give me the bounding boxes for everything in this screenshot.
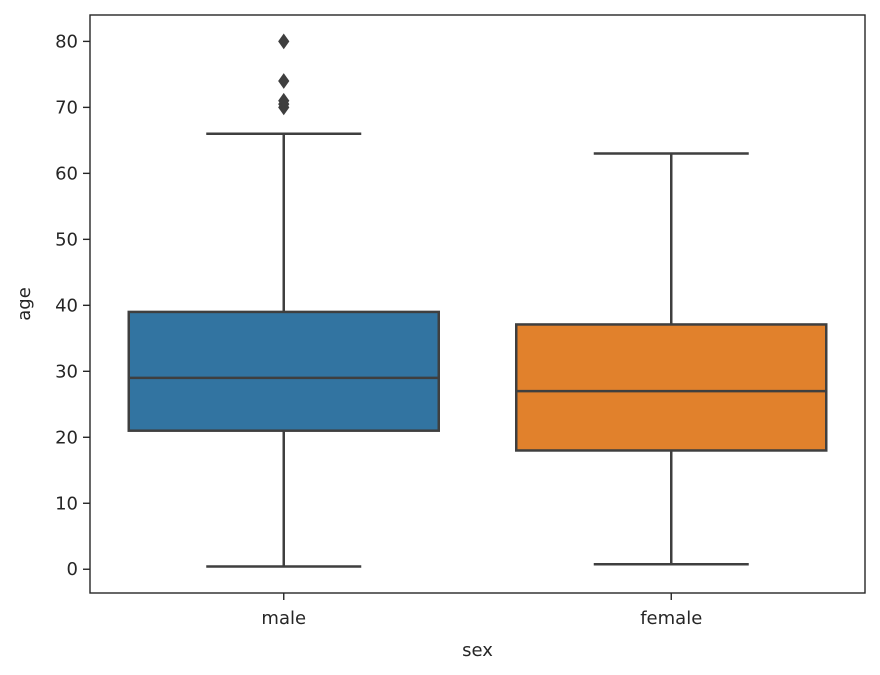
y-tick-label: 10	[55, 493, 78, 514]
y-tick-label: 40	[55, 295, 78, 316]
y-tick-label: 70	[55, 97, 78, 118]
x-axis: male female	[261, 593, 702, 629]
y-axis: 0 10 20 30 40 50 60 70 80	[55, 31, 90, 580]
y-tick-label: 0	[67, 559, 78, 580]
y-tick-label: 50	[55, 229, 78, 250]
iqr-box	[515, 323, 828, 452]
outlier-point	[278, 33, 290, 50]
y-axis-label: age	[14, 287, 35, 321]
y-tick-label: 30	[55, 361, 78, 382]
iqr-box	[127, 310, 440, 432]
box-female	[515, 152, 828, 566]
outlier-point	[278, 92, 290, 109]
box-male	[127, 33, 440, 568]
plot-frame	[89, 14, 866, 594]
x-tick-label: female	[640, 608, 702, 629]
x-axis-label: sex	[462, 640, 493, 661]
y-tick-label: 80	[55, 31, 78, 52]
plot-marks	[127, 33, 828, 568]
y-tick-label: 20	[55, 427, 78, 448]
y-tick-label: 60	[55, 163, 78, 184]
x-tick-label: male	[261, 608, 306, 629]
outlier-point	[278, 73, 290, 89]
